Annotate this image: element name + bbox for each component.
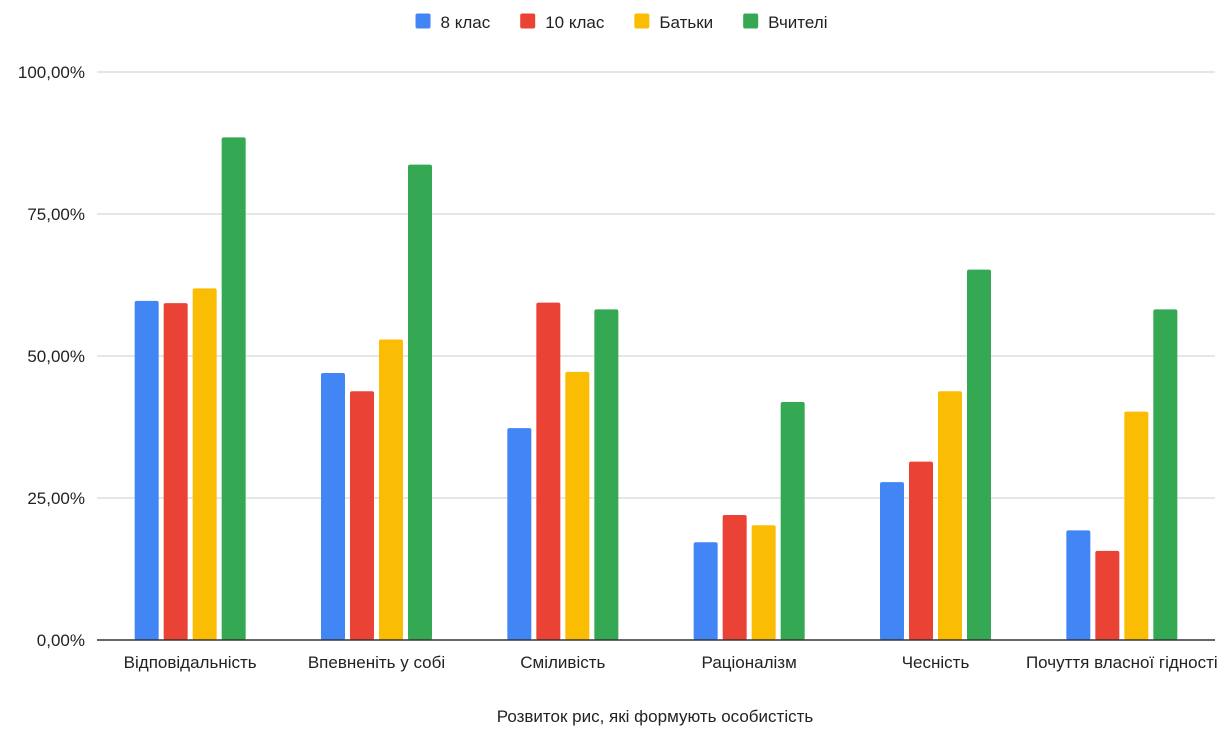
bar <box>909 461 933 640</box>
bar <box>722 515 747 640</box>
bar <box>321 373 345 640</box>
legend-swatch <box>634 13 650 29</box>
bar <box>408 164 432 641</box>
bar <box>192 288 217 640</box>
bar <box>751 525 776 640</box>
x-tick-label: Чесність <box>902 653 970 672</box>
legend-swatch <box>743 13 759 29</box>
y-tick-label: 0,00% <box>37 631 85 650</box>
bar <box>1066 530 1091 640</box>
bar <box>880 482 904 640</box>
bar <box>350 391 374 640</box>
bar <box>221 137 246 640</box>
bar <box>938 391 962 640</box>
bar <box>693 542 718 640</box>
legend-label: 8 клас <box>441 13 491 32</box>
bar <box>134 300 159 640</box>
axes: 0,00% 25,00% 50,00% 75,00% 100,00% Відповідал… <box>18 63 1218 672</box>
bar <box>565 371 590 640</box>
bars <box>134 137 1178 641</box>
y-tick-label: 100,00% <box>18 63 85 82</box>
x-tick-label: Відповідальність <box>124 653 257 672</box>
legend-label: Вчителі <box>768 13 827 32</box>
x-tick-label: Впевненіть у собі <box>308 653 445 672</box>
bar <box>1153 309 1178 640</box>
legend-label: Батьки <box>659 13 713 32</box>
legend-label: 10 клас <box>545 13 605 32</box>
legend: 8 клас 10 клас Батьки Вчителі <box>415 13 827 32</box>
bar <box>780 402 805 640</box>
bar <box>379 339 403 640</box>
bar <box>594 309 619 640</box>
x-tick-label: Почуття власної гідності <box>1026 653 1218 672</box>
bar <box>536 302 561 640</box>
x-tick-label: Сміливість <box>520 653 605 672</box>
bar <box>1095 550 1120 640</box>
bar <box>967 269 991 640</box>
x-axis-title: Розвиток рис, які формують особистість <box>497 707 814 726</box>
gridlines <box>97 71 1215 499</box>
legend-swatch <box>415 13 431 29</box>
y-tick-label: 75,00% <box>27 205 85 224</box>
legend-swatch <box>520 13 536 29</box>
bar <box>163 303 188 640</box>
bar <box>1124 411 1149 640</box>
y-tick-label: 50,00% <box>27 347 85 366</box>
x-tick-label: Раціоналізм <box>702 653 797 672</box>
bar <box>507 428 532 640</box>
y-tick-label: 25,00% <box>27 489 85 508</box>
